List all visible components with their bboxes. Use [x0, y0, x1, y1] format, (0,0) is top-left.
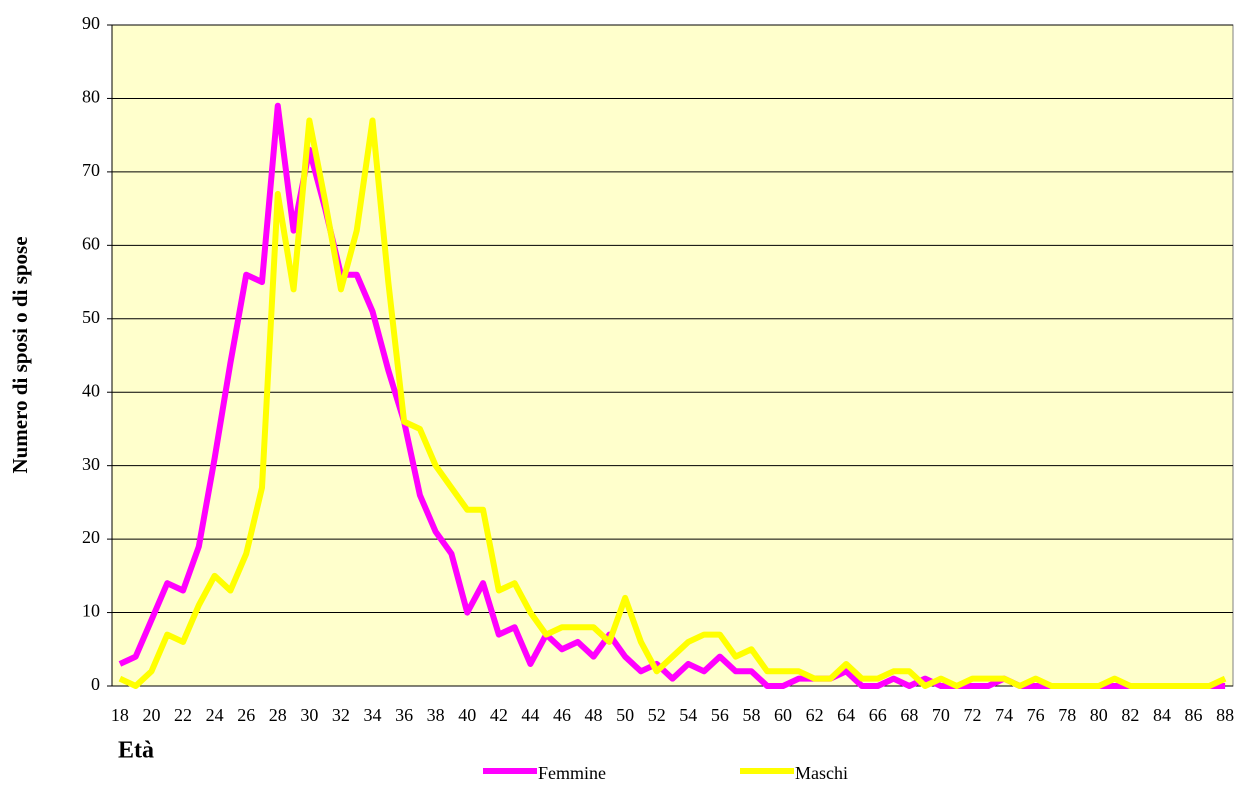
- x-tick-label: 78: [1058, 705, 1076, 725]
- x-tick-label: 82: [1121, 705, 1139, 725]
- x-tick-label: 64: [837, 705, 855, 725]
- x-tick-label: 72: [963, 705, 981, 725]
- legend-label: Maschi: [795, 763, 848, 783]
- x-tick-label: 52: [648, 705, 666, 725]
- x-tick-label: 54: [679, 705, 697, 725]
- x-tick-label: 40: [458, 705, 476, 725]
- x-tick-label: 74: [995, 705, 1013, 725]
- y-tick-label: 70: [82, 160, 100, 180]
- x-tick-label: 50: [616, 705, 634, 725]
- x-tick-label: 24: [206, 705, 224, 725]
- x-tick-label: 44: [521, 705, 539, 725]
- y-tick-label: 20: [82, 527, 100, 547]
- x-tick-label: 88: [1216, 705, 1234, 725]
- x-tick-label: 66: [869, 705, 887, 725]
- x-tick-label: 42: [490, 705, 508, 725]
- x-tick-label: 84: [1153, 705, 1171, 725]
- x-tick-label: 80: [1090, 705, 1108, 725]
- x-tick-label: 46: [553, 705, 571, 725]
- x-tick-label: 30: [300, 705, 318, 725]
- x-tick-label: 28: [269, 705, 287, 725]
- x-tick-label: 76: [1027, 705, 1045, 725]
- y-tick-label: 50: [82, 307, 100, 327]
- x-tick-label: 36: [395, 705, 413, 725]
- y-tick-label: 90: [82, 13, 100, 33]
- y-axis-title: Numero di sposi o di spose: [8, 236, 32, 473]
- y-tick-label: 80: [82, 87, 100, 107]
- x-tick-label: 48: [585, 705, 603, 725]
- x-tick-label: 68: [900, 705, 918, 725]
- x-tick-label: 34: [364, 705, 382, 725]
- y-tick-label: 30: [82, 454, 100, 474]
- x-tick-label: 38: [427, 705, 445, 725]
- x-tick-label: 62: [806, 705, 824, 725]
- x-tick-label: 20: [142, 705, 160, 725]
- x-tick-label: 22: [174, 705, 192, 725]
- legend-label: Femmine: [538, 763, 606, 783]
- x-tick-label: 56: [711, 705, 729, 725]
- x-tick-label: 18: [111, 705, 129, 725]
- x-tick-label: 32: [332, 705, 350, 725]
- x-axis-title: Età: [118, 738, 154, 764]
- x-tick-label: 60: [774, 705, 792, 725]
- y-tick-label: 10: [82, 601, 100, 621]
- y-tick-label: 0: [91, 674, 100, 694]
- x-tick-label: 86: [1185, 705, 1203, 725]
- y-tick-label: 40: [82, 380, 100, 400]
- series-line: [118, 117, 1227, 689]
- x-tick-label: 70: [932, 705, 950, 725]
- x-tick-label: 58: [742, 705, 760, 725]
- x-tick-label: 26: [237, 705, 255, 725]
- y-tick-label: 60: [82, 233, 100, 253]
- plot-area: [111, 24, 1234, 687]
